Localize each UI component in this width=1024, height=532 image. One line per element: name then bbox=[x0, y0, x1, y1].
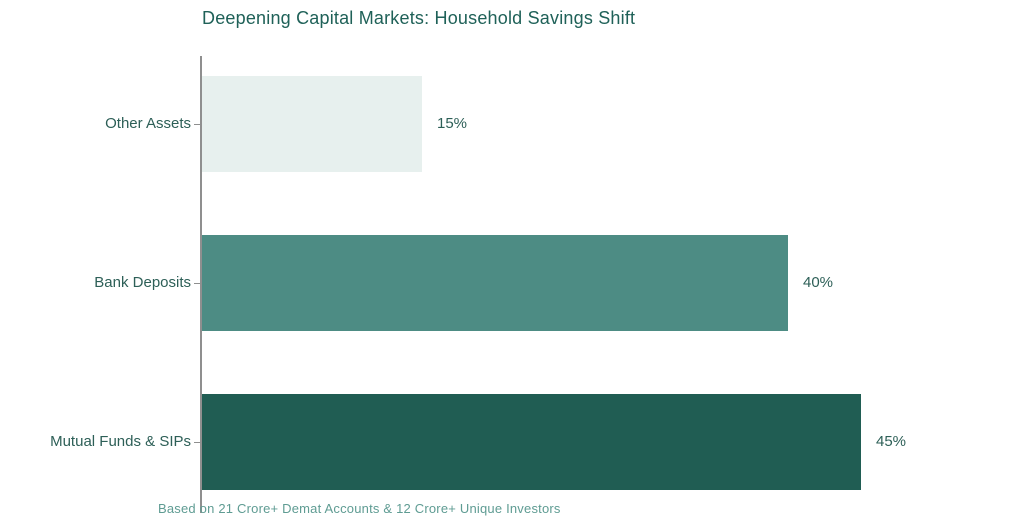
bar-chart: Deepening Capital Markets: Household Sav… bbox=[0, 0, 1024, 532]
category-label: Other Assets bbox=[0, 114, 191, 134]
axis-tick bbox=[194, 442, 200, 443]
category-label: Mutual Funds & SIPs bbox=[0, 432, 191, 452]
bar bbox=[202, 394, 861, 490]
chart-title: Deepening Capital Markets: Household Sav… bbox=[202, 8, 635, 29]
axis-tick bbox=[194, 283, 200, 284]
value-label: 15% bbox=[437, 114, 467, 134]
axis-tick bbox=[194, 124, 200, 125]
value-label: 45% bbox=[876, 432, 906, 452]
category-label: Bank Deposits bbox=[0, 273, 191, 293]
value-label: 40% bbox=[803, 273, 833, 293]
footer-note: Based on 21 Crore+ Demat Accounts & 12 C… bbox=[158, 501, 561, 516]
bar bbox=[202, 235, 788, 331]
bar bbox=[202, 76, 422, 172]
